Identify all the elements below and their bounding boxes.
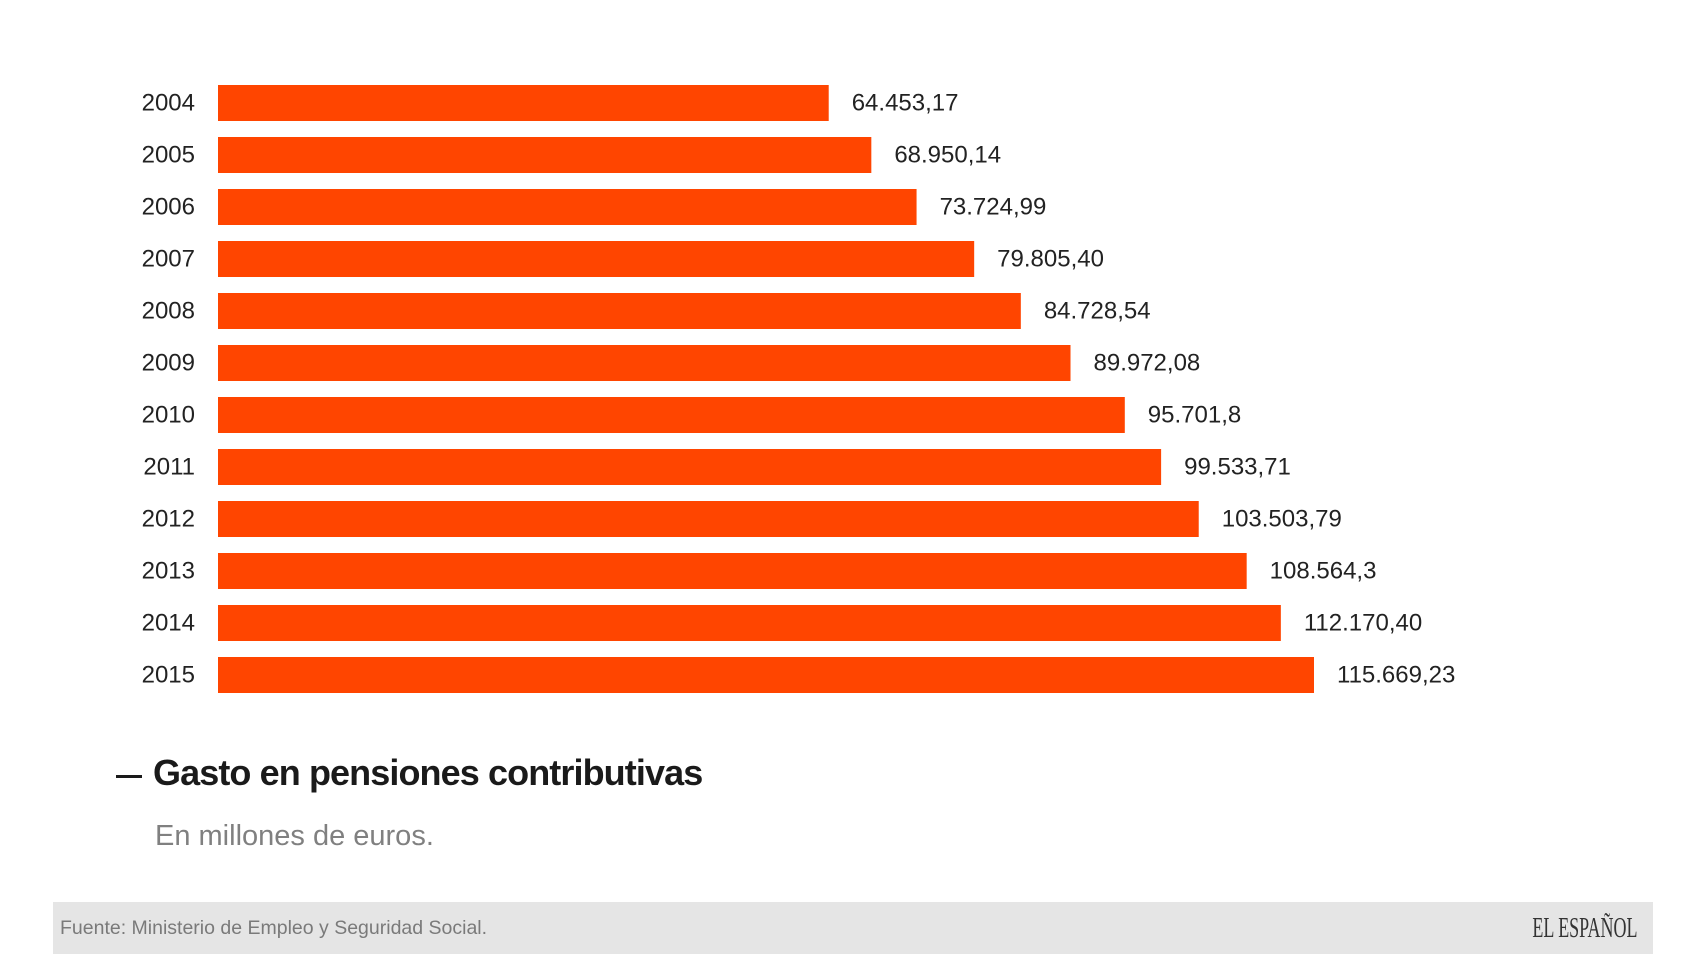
bar-row-2009: 2009 89.972,08	[142, 345, 1201, 381]
category-label: 2005	[142, 142, 195, 169]
bar-row-2008: 2008 84.728,54	[142, 293, 1151, 329]
category-label: 2007	[142, 246, 195, 273]
bar-row-2004: 2004 64.453,17	[142, 85, 959, 121]
bar-row-2012: 2012 103.503,79	[142, 501, 1342, 537]
chart-title: Gasto en pensiones contributivas	[153, 752, 703, 793]
bar-row-2013: 2013 108.564,3	[142, 553, 1377, 589]
chart-subtitle: En millones de euros.	[155, 820, 434, 852]
category-label: 2015	[142, 662, 195, 689]
bar	[218, 189, 917, 225]
bar	[218, 85, 829, 121]
bar	[218, 137, 872, 173]
bar	[218, 553, 1247, 589]
bar-row-2005: 2005 68.950,14	[142, 137, 1001, 173]
value-label: 79.805,40	[997, 246, 1104, 273]
value-label: 108.564,3	[1270, 558, 1377, 585]
category-label: 2006	[142, 194, 195, 221]
bar	[218, 293, 1021, 329]
value-label: 64.453,17	[852, 90, 959, 117]
bar	[218, 657, 1314, 693]
value-label: 112.170,40	[1304, 610, 1422, 637]
footer-bar: Fuente: Ministerio de Empleo y Seguridad…	[53, 902, 1653, 954]
value-label: 103.503,79	[1222, 506, 1342, 533]
bar	[218, 605, 1281, 641]
value-label: 68.950,14	[894, 142, 1001, 169]
bar-row-2007: 2007 79.805,40	[142, 241, 1104, 277]
bar-row-2015: 2015 115.669,23	[142, 657, 1455, 693]
category-label: 2004	[142, 90, 195, 117]
source-note: Fuente: Ministerio de Empleo y Seguridad…	[60, 917, 488, 939]
bar-row-2006: 2006 73.724,99	[142, 189, 1047, 225]
value-label: 115.669,23	[1337, 662, 1455, 689]
value-label: 89.972,08	[1094, 350, 1201, 377]
category-label: 2010	[142, 402, 195, 429]
bar-row-2010: 2010 95.701,8	[142, 397, 1241, 433]
value-label: 84.728,54	[1044, 298, 1151, 325]
category-label: 2013	[142, 558, 195, 585]
bar-row-2014: 2014 112.170,40	[142, 605, 1422, 641]
title-dash	[116, 775, 142, 778]
category-label: 2009	[142, 350, 195, 377]
value-label: 95.701,8	[1148, 402, 1241, 429]
bar-row-2011: 2011 99.533,71	[143, 449, 1291, 485]
value-label: 99.533,71	[1184, 454, 1291, 481]
value-label: 73.724,99	[940, 194, 1047, 221]
el-espanol-logo: EL ESPAÑOL	[1531, 912, 1637, 944]
category-label: 2008	[142, 298, 195, 325]
bar	[218, 449, 1162, 485]
bar	[218, 397, 1125, 433]
bar	[218, 501, 1199, 537]
category-label: 2011	[143, 454, 195, 481]
category-label: 2012	[142, 506, 195, 533]
category-label: 2014	[142, 610, 195, 637]
bar	[218, 345, 1071, 381]
bar	[218, 241, 975, 277]
